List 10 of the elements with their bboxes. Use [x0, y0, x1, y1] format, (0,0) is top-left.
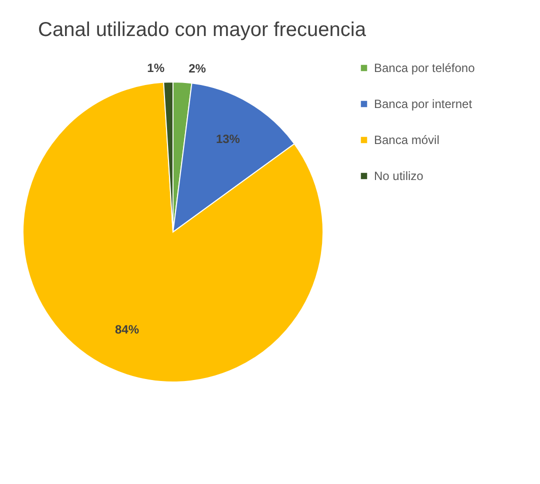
data-label: 2% [188, 61, 206, 76]
legend-label: Banca por internet [374, 97, 473, 111]
legend-label: No utilizo [374, 169, 424, 183]
chart-title: Canal utilizado con mayor frecuencia [38, 19, 367, 41]
pie-slice [22, 82, 324, 382]
data-label: 13% [216, 132, 240, 146]
data-label: 1% [147, 61, 165, 76]
legend-label: Banca móvil [374, 133, 440, 147]
legend-label: Banca por teléfono [374, 61, 476, 75]
data-label: 84% [115, 322, 140, 337]
